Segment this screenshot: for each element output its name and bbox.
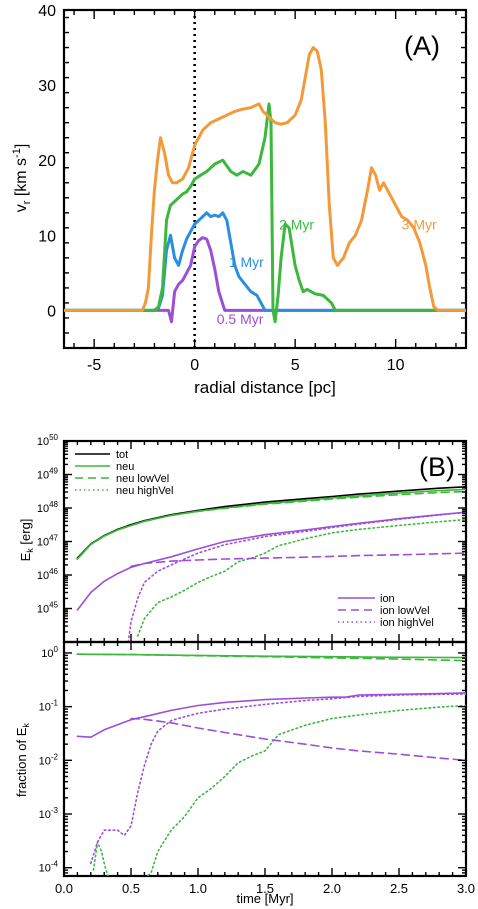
y-tick-label: 40 (38, 3, 56, 20)
panel-a-xlabel: radial distance [pc] (194, 378, 336, 397)
series-line-ion-lowvel (130, 717, 466, 762)
panel-c-xlabel: time [Myr] (236, 891, 293, 906)
series-line-2-myr (64, 102, 466, 324)
y-tick-label: 1046 (37, 567, 59, 582)
x-tick-label: 1.5 (256, 881, 274, 896)
x-tick-label: 1.0 (189, 881, 207, 896)
panel-a-tick-labels: -5 0 5 10 0 10 20 30 40 (38, 3, 404, 374)
panel-a-ylabel: vr [km s-1] (11, 144, 33, 213)
legend-label: neu lowVel (116, 473, 169, 485)
legend-label: tot (116, 449, 128, 461)
x-tick-label: 0.5 (122, 881, 140, 896)
series-line-tot (76, 485, 466, 559)
legend-label: ion highVel (380, 617, 434, 629)
y-tick-label: 100 (41, 645, 58, 660)
series-line-ion-highvel (90, 693, 466, 865)
panel-a-ticks (64, 10, 466, 349)
legend-label: ion (380, 593, 395, 605)
series-line-0-5-myr (64, 236, 466, 324)
y-tick-label: 10-1 (39, 699, 59, 714)
y-tick-label: 10 (38, 228, 56, 245)
panel-b-label: (B) (419, 452, 455, 482)
x-tick-label: 5 (291, 357, 300, 374)
panel-c-tick-labels: 0.0 0.5 1.0 1.5 2.0 2.5 3.0 10-4 10-3 10-2 10-1 100 (39, 645, 475, 896)
y-tick-label: 10-3 (39, 806, 59, 821)
y-tick-label: 0 (47, 303, 56, 320)
panel-a-label: (A) (404, 31, 440, 61)
x-tick-label: -5 (87, 357, 101, 374)
x-tick-label: 2.0 (323, 881, 341, 896)
panel-b-tick-labels: 1045 1046 1047 1048 1049 1050 (37, 433, 59, 616)
series-line-ion (76, 692, 466, 739)
x-tick-label: 0.0 (55, 881, 73, 896)
series-line-neu-highvel (136, 518, 466, 637)
x-tick-label: 0 (190, 357, 199, 374)
x-tick-label: 10 (387, 357, 405, 374)
panel-b-ylabel: Ek [erg] (18, 519, 35, 562)
y-tick-label: 1048 (37, 500, 59, 515)
legend-label: ion lowVel (380, 605, 430, 617)
y-tick-label: 10-2 (39, 752, 59, 767)
series-line-neu-lowvel (76, 490, 466, 560)
series-line-neu-highvel (92, 704, 466, 876)
series-label: 0.5 Myr (217, 311, 264, 327)
panel-b-energy-plot: 1045 1046 1047 1048 1049 1050 (B) Ek [erg] to… (18, 433, 468, 644)
legend-label: neu (116, 461, 134, 473)
y-tick-label: 10-4 (39, 860, 59, 875)
y-tick-label: 20 (38, 153, 56, 170)
legend-label: neu highVel (116, 485, 174, 497)
series-line-neu-lowvel (76, 653, 466, 662)
panel-a-axes-frame (62, 8, 468, 350)
y-tick-label: 1047 (37, 534, 59, 549)
series-label: 1 Myr (229, 254, 264, 270)
series-line-ion-lowvel (130, 552, 466, 568)
x-tick-label: 3.0 (457, 881, 475, 896)
y-tick-label: 30 (38, 78, 56, 95)
y-tick-label: 1045 (37, 601, 59, 616)
panel-c-ticks (63, 642, 467, 877)
panel-c-axes-frame (62, 640, 468, 878)
panel-b-fraction-plot: 0.0 0.5 1.0 1.5 2.0 2.5 3.0 10-4 10-3 10-2 10-1 100… (14, 640, 475, 906)
y-tick-label: 1049 (37, 467, 59, 482)
series-line-ion (76, 511, 466, 611)
series-line-1-myr (64, 211, 466, 312)
x-tick-label: 2.5 (390, 881, 408, 896)
series-line-ion-highvel (127, 511, 466, 642)
panel-a-velocity-plot: -5 0 5 10 0 10 20 30 40 (A) radial distance [pc]… (11, 3, 468, 397)
series-label: 3 Myr (402, 216, 437, 232)
series-label: 2 Myr (279, 216, 314, 232)
panel-c-ylabel: fraction of Ek (14, 723, 31, 797)
y-tick-label: 1050 (37, 433, 59, 448)
series-line-3-myr (64, 46, 466, 312)
